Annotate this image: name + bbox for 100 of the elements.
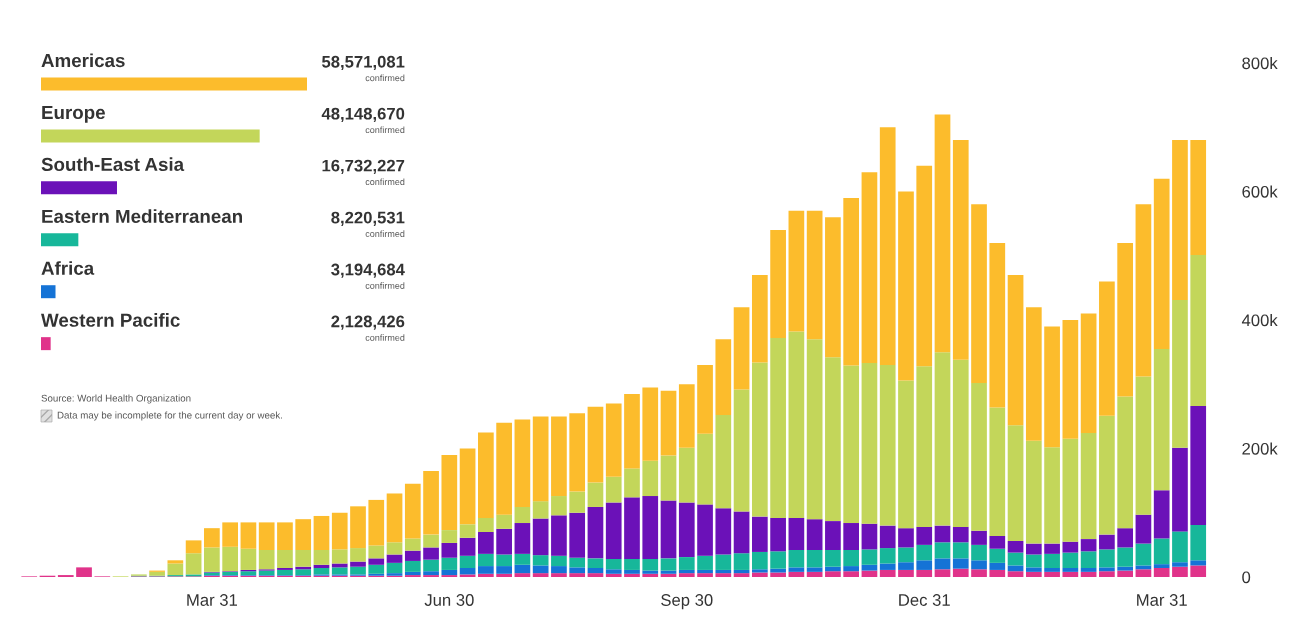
x-tick-label: Mar 31	[1137, 594, 1187, 606]
bar	[806, 550, 823, 568]
bar	[916, 366, 933, 527]
bar	[788, 331, 805, 518]
bar	[605, 502, 622, 560]
bar	[569, 413, 586, 492]
bar	[624, 393, 640, 469]
bar	[715, 573, 732, 577]
bar	[331, 567, 348, 575]
bar	[843, 566, 860, 572]
data-label: 48,148,670 confirmed	[321, 107, 405, 134]
y-tick-label: Americas	[41, 53, 125, 68]
y-tick-label: 600k	[1242, 185, 1278, 198]
bar	[386, 542, 403, 555]
bar	[806, 519, 823, 551]
bar	[660, 558, 677, 571]
bar	[478, 432, 494, 518]
bar	[478, 532, 494, 554]
bar	[916, 544, 933, 561]
bar	[569, 512, 586, 558]
bar	[788, 571, 805, 577]
bar	[1044, 553, 1060, 568]
bar	[1153, 538, 1170, 565]
bar	[1007, 275, 1024, 426]
bar	[660, 455, 677, 501]
bar	[952, 140, 969, 360]
bar	[532, 573, 549, 577]
bar	[350, 506, 366, 549]
bar	[642, 460, 659, 497]
bar	[1062, 571, 1079, 577]
bar	[697, 433, 713, 505]
bar	[514, 564, 531, 574]
bar	[496, 566, 512, 574]
bar	[1190, 140, 1207, 256]
bar	[1117, 566, 1134, 571]
bar	[1007, 565, 1024, 572]
bar	[532, 565, 549, 574]
bar	[587, 406, 604, 483]
bar	[514, 573, 531, 577]
bar	[441, 542, 458, 558]
bar	[1080, 539, 1097, 552]
bar	[843, 550, 860, 567]
annotation: Data may be incomplete for the current day or week.	[57, 411, 282, 421]
bar	[788, 210, 805, 332]
y-tick-label: South-East Asia	[41, 157, 185, 172]
bar	[861, 564, 878, 571]
bar	[825, 217, 841, 358]
bar	[624, 559, 640, 570]
bar	[514, 553, 531, 565]
bar	[733, 569, 750, 574]
bar	[514, 419, 531, 507]
bar	[843, 197, 860, 366]
bar	[532, 501, 549, 519]
bar	[240, 571, 257, 576]
bar	[587, 482, 604, 507]
bar	[843, 571, 860, 577]
bar	[952, 359, 969, 527]
bar	[934, 352, 951, 526]
y-tick-label: 0	[1242, 571, 1251, 584]
bar	[41, 233, 79, 247]
bar	[678, 573, 695, 577]
bar	[1117, 396, 1134, 529]
bar	[441, 557, 458, 570]
bar	[1172, 140, 1188, 301]
bar	[1099, 549, 1115, 568]
bar	[404, 538, 421, 551]
bar	[587, 568, 604, 574]
bar	[478, 553, 494, 567]
bar	[751, 551, 768, 570]
bar	[1153, 568, 1170, 577]
bar	[879, 548, 896, 564]
bar	[952, 558, 969, 569]
bar	[1044, 326, 1060, 448]
y-tick-label: Europe	[42, 106, 105, 123]
bar	[569, 567, 586, 574]
data-label: 58,571,081 confirmed	[321, 55, 405, 82]
bar	[1007, 571, 1024, 577]
bar	[770, 230, 786, 338]
bar	[277, 522, 293, 551]
bar	[1044, 447, 1060, 544]
bar	[532, 518, 549, 556]
bar	[1044, 543, 1060, 554]
bar	[733, 389, 750, 512]
bar	[898, 562, 914, 570]
bar	[478, 517, 494, 533]
bar	[167, 563, 184, 576]
bar	[678, 384, 695, 448]
bar	[41, 181, 117, 195]
bar	[1117, 242, 1134, 397]
bar	[660, 500, 677, 559]
bar	[459, 574, 476, 577]
bar	[386, 493, 403, 543]
bar	[1099, 415, 1115, 535]
bar	[240, 548, 257, 570]
x-tick-label: Sep 30	[661, 594, 713, 610]
bar	[605, 559, 622, 570]
bar	[605, 569, 622, 574]
bar	[1153, 490, 1170, 539]
bar	[770, 572, 786, 577]
bar	[678, 447, 695, 503]
